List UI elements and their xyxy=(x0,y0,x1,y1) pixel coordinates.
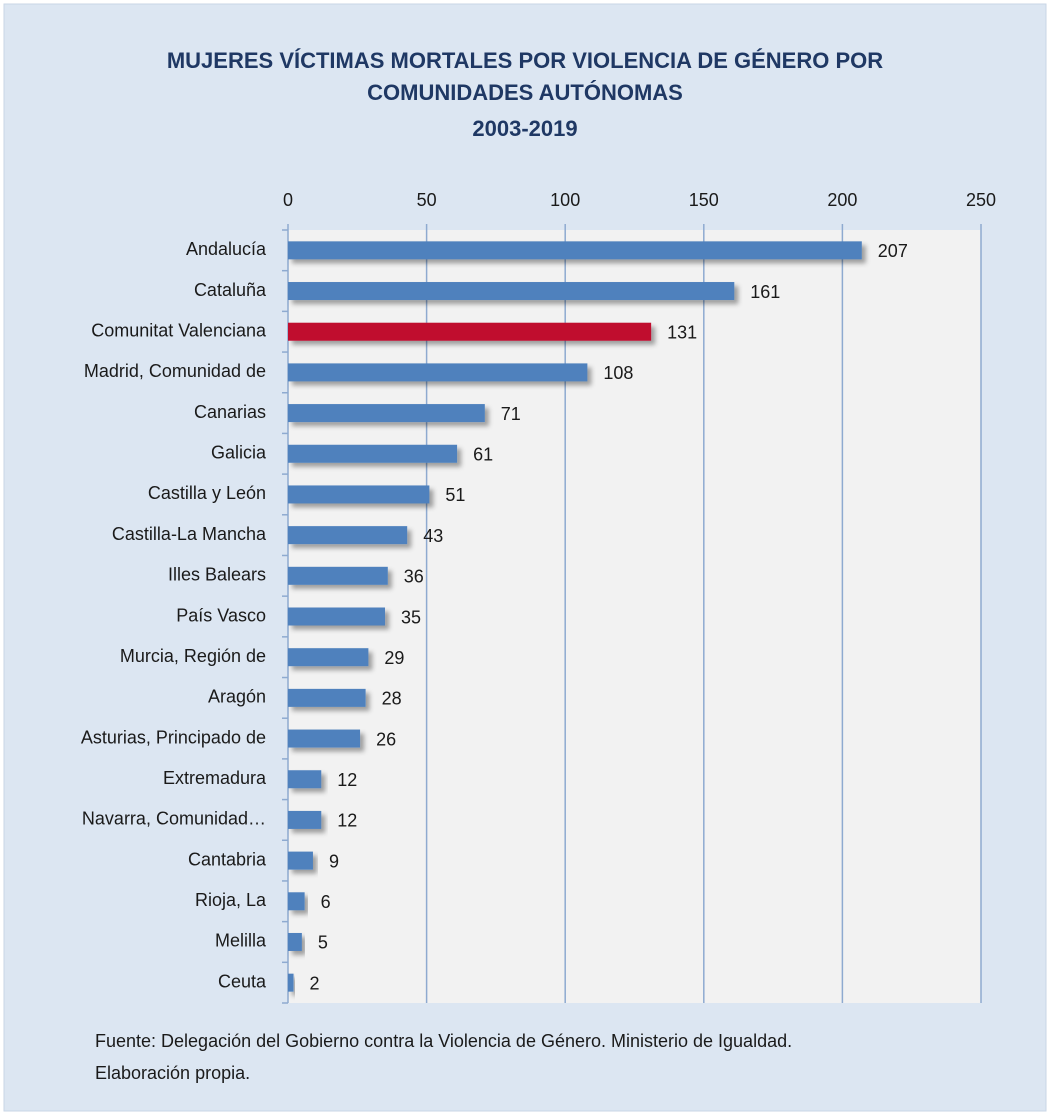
data-label: 9 xyxy=(329,851,339,871)
data-label: 51 xyxy=(445,485,465,505)
data-label: 35 xyxy=(401,607,421,627)
bar xyxy=(288,770,322,789)
data-label: 161 xyxy=(750,282,780,302)
y-tick-label: Illes Balears xyxy=(168,565,266,585)
y-tick-label: Navarra, Comunidad… xyxy=(82,809,266,829)
x-tick-label: 50 xyxy=(417,190,437,210)
y-tick-label: Rioja, La xyxy=(195,890,267,910)
y-tick-label: Cantabria xyxy=(188,849,267,869)
bar xyxy=(288,973,294,992)
bar xyxy=(288,485,430,504)
chart-title: COMUNIDADES AUTÓNOMAS xyxy=(367,80,683,105)
chart-title: 2003-2019 xyxy=(472,116,577,141)
x-tick-label: 250 xyxy=(966,190,996,210)
bar xyxy=(288,282,735,301)
y-tick-label: Asturias, Principado de xyxy=(81,727,266,747)
y-tick-label: Aragón xyxy=(208,687,266,707)
y-tick-label: Madrid, Comunidad de xyxy=(84,361,266,381)
data-label: 43 xyxy=(423,526,443,546)
data-label: 131 xyxy=(667,322,697,342)
y-tick-label: Ceuta xyxy=(218,971,267,991)
bar xyxy=(288,241,862,260)
y-tick-label: Castilla-La Mancha xyxy=(112,524,267,544)
data-label: 26 xyxy=(376,729,396,749)
y-tick-label: Extremadura xyxy=(163,768,267,788)
bar xyxy=(288,607,386,626)
y-tick-label: Murcia, Región de xyxy=(120,646,266,666)
chart-title: MUJERES VÍCTIMAS MORTALES POR VIOLENCIA … xyxy=(167,48,883,73)
bar xyxy=(288,526,408,545)
y-tick-label: Andalucía xyxy=(186,239,267,259)
bar xyxy=(288,810,322,829)
data-label: 28 xyxy=(382,689,402,709)
data-label: 61 xyxy=(473,445,493,465)
x-tick-label: 0 xyxy=(283,190,293,210)
data-label: 207 xyxy=(878,241,908,261)
bar xyxy=(288,444,458,463)
bar xyxy=(288,851,313,870)
data-label: 12 xyxy=(337,811,357,831)
data-label: 36 xyxy=(404,567,424,587)
y-tick-label: Castilla y León xyxy=(148,483,266,503)
data-label: 29 xyxy=(384,648,404,668)
data-label: 71 xyxy=(501,404,521,424)
x-tick-label: 100 xyxy=(550,190,580,210)
y-tick-label: Galicia xyxy=(211,443,267,463)
bar xyxy=(288,363,588,382)
y-tick-label: Cataluña xyxy=(194,280,267,300)
bar xyxy=(288,566,388,585)
y-tick-label: Comunitat Valenciana xyxy=(91,320,267,340)
x-tick-label: 200 xyxy=(827,190,857,210)
data-label: 2 xyxy=(310,973,320,993)
bar xyxy=(288,932,302,951)
data-label: 5 xyxy=(318,933,328,953)
data-label: 12 xyxy=(337,770,357,790)
bar xyxy=(288,688,366,707)
y-tick-label: País Vasco xyxy=(176,605,266,625)
data-label: 108 xyxy=(603,363,633,383)
y-tick-label: Canarias xyxy=(194,402,266,422)
x-tick-label: 150 xyxy=(689,190,719,210)
source-note: Elaboración propia. xyxy=(95,1063,250,1083)
y-tick-label: Melilla xyxy=(215,931,267,951)
bar xyxy=(288,648,369,667)
bar xyxy=(288,404,485,423)
bar xyxy=(288,322,652,341)
bar xyxy=(288,892,305,911)
data-label: 6 xyxy=(321,892,331,912)
source-note: Fuente: Delegación del Gobierno contra l… xyxy=(95,1031,792,1051)
bar xyxy=(288,729,361,748)
plot-area xyxy=(288,230,981,1003)
